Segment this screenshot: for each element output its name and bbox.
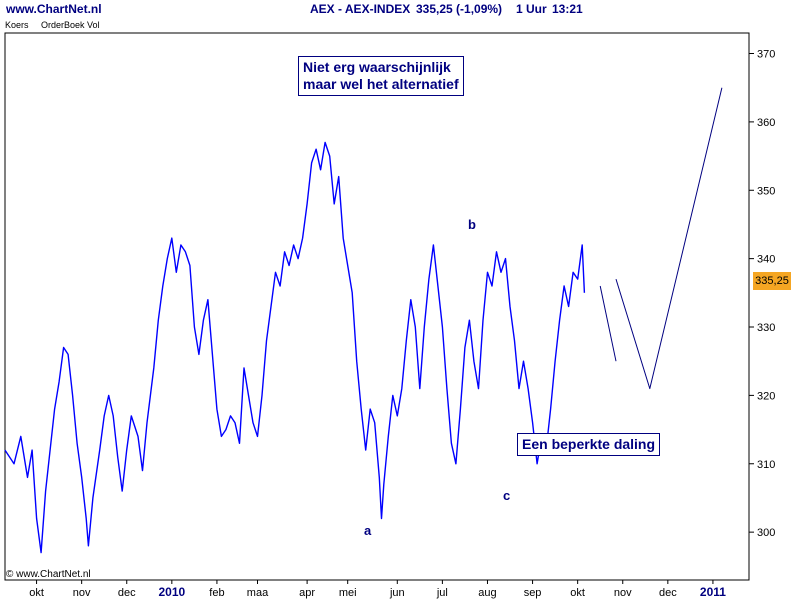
y-tick-label: 340	[757, 254, 775, 266]
y-tick-label: 360	[757, 117, 775, 129]
y-tick-label: 350	[757, 185, 775, 197]
y-tick-label: 320	[757, 390, 775, 402]
wave-label-c: c	[503, 488, 511, 503]
annotation-alternative-line1: Niet erg waarschijnlijk	[303, 59, 451, 75]
x-tick-label: dec	[659, 587, 677, 599]
x-tick-label: nov	[73, 587, 91, 599]
y-tick-label: 310	[757, 459, 775, 471]
projection-line	[615, 87, 723, 390]
x-tick-label: okt	[29, 587, 44, 599]
projection-line	[599, 285, 617, 362]
x-tick-label: dec	[118, 587, 136, 599]
x-tick-label: jul	[436, 587, 448, 599]
x-tick-label: sep	[524, 587, 542, 599]
series-line-aex	[4, 141, 586, 554]
tab-orderboek-vol[interactable]: OrderBoek Vol	[41, 20, 100, 30]
y-tick-label: 370	[757, 49, 775, 61]
x-tick-label: jun	[389, 587, 405, 599]
x-tick-label: 2010	[158, 585, 185, 599]
quote: 335,25 (-1,09%)	[416, 2, 503, 16]
x-tick-label: apr	[299, 587, 315, 599]
plot-frame	[4, 32, 750, 581]
tab-koers[interactable]: Koers	[5, 20, 29, 30]
wave-label-a: a	[364, 523, 372, 538]
time: 13:21	[552, 2, 583, 16]
wave-label-b: b	[468, 217, 476, 232]
interval: 1 Uur	[516, 2, 547, 16]
y-tick-label: 330	[757, 322, 775, 334]
x-tick-label: maa	[247, 587, 269, 599]
site-name: www.ChartNet.nl	[6, 2, 102, 16]
chart-tabs: Koers OrderBoek Vol	[5, 20, 110, 30]
last-price-tag: 335,25	[753, 272, 791, 290]
annotation-alternative: Niet erg waarschijnlijk maar wel het alt…	[298, 56, 464, 96]
annotation-alternative-line2: maar wel het alternatief	[303, 76, 459, 92]
x-tick-label: mei	[339, 587, 357, 599]
annotation-limited-decline: Een beperkte daling	[517, 433, 661, 456]
y-tick-label: 300	[757, 527, 775, 539]
instrument-name: AEX - AEX-INDEX	[310, 2, 411, 16]
copyright: © www.ChartNet.nl	[6, 569, 91, 580]
x-tick-label: nov	[614, 587, 632, 599]
header-bar: www.ChartNet.nl AEX - AEX-INDEX 335,25 (…	[0, 0, 800, 18]
x-tick-label: okt	[570, 587, 585, 599]
x-tick-label: 2011	[700, 585, 726, 599]
x-tick-label: feb	[209, 587, 224, 599]
x-tick-label: aug	[478, 587, 496, 599]
